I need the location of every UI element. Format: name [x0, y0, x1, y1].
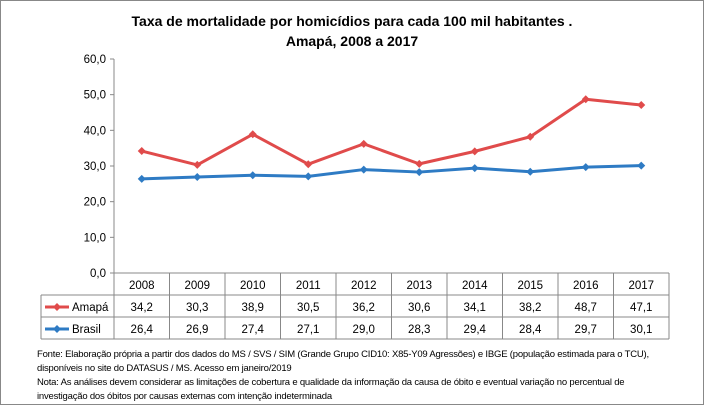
- data-label: 34,1: [464, 302, 486, 314]
- data-label: 36,2: [353, 302, 375, 314]
- data-label: 30,3: [186, 302, 208, 314]
- x-tick-label: 2014: [462, 280, 488, 292]
- x-tick-label: 2009: [184, 280, 210, 292]
- data-point: [526, 167, 535, 176]
- data-point: [304, 160, 313, 169]
- data-label: 38,9: [242, 302, 264, 314]
- data-point: [137, 174, 146, 183]
- data-point: [415, 159, 424, 168]
- y-tick-label: 10,0: [84, 232, 106, 244]
- data-label: 30,5: [297, 302, 319, 314]
- data-point: [526, 132, 535, 141]
- y-tick-label: 60,0: [84, 54, 106, 66]
- data-point: [193, 173, 202, 182]
- data-point: [470, 164, 479, 173]
- data-point: [581, 95, 590, 104]
- data-point: [359, 165, 368, 174]
- data-label: 27,4: [242, 324, 265, 336]
- legend-marker: [53, 325, 61, 333]
- data-label: 29,4: [464, 324, 487, 336]
- legend-marker: [53, 303, 61, 311]
- y-tick-label: 20,0: [84, 197, 106, 209]
- data-point: [637, 161, 646, 170]
- data-label: 26,4: [131, 324, 154, 336]
- data-point: [637, 101, 646, 110]
- data-label: 28,3: [408, 324, 430, 336]
- x-tick-label: 2015: [517, 280, 543, 292]
- data-label: 47,1: [630, 302, 652, 314]
- data-label: 34,2: [131, 302, 153, 314]
- x-tick-label: 2011: [296, 280, 321, 292]
- data-label: 30,1: [630, 324, 652, 336]
- source-note-2: disponíveis no site do DATASUS / MS. Ace…: [37, 363, 292, 374]
- source-note-1: Fonte: Elaboração própria a partir dos d…: [37, 349, 649, 360]
- x-tick-label: 2017: [628, 280, 654, 292]
- x-tick-label: 2013: [406, 280, 432, 292]
- data-point: [359, 139, 368, 148]
- data-point: [415, 168, 424, 177]
- data-point: [248, 171, 257, 180]
- x-tick-label: 2016: [573, 280, 599, 292]
- data-label: 29,0: [353, 324, 375, 336]
- series-line-brasil: [141, 164, 642, 181]
- data-label: 29,7: [575, 324, 597, 336]
- data-label: 30,6: [408, 302, 430, 314]
- data-point: [470, 147, 479, 156]
- data-point: [304, 172, 313, 181]
- x-tick-label: 2010: [240, 280, 266, 292]
- y-tick-label: 0,0: [90, 268, 106, 280]
- legend-label-amapá: Amapá: [72, 302, 109, 314]
- data-point: [193, 160, 202, 169]
- footnote-1: Nota: As análises devem considerar as li…: [37, 377, 625, 388]
- x-tick-label: 2012: [351, 280, 377, 292]
- footnote-2: investigação dos óbitos por causas exter…: [37, 391, 332, 402]
- series-line-amapá: [141, 97, 642, 167]
- data-label: 28,4: [519, 324, 542, 336]
- data-label: 26,9: [186, 324, 208, 336]
- y-tick-label: 50,0: [84, 90, 106, 102]
- legend-label-brasil: Brasil: [72, 324, 101, 336]
- data-point: [248, 130, 257, 139]
- chart-title-line1: Taxa de mortalidade por homicídios para …: [131, 13, 573, 29]
- chart-title-line2: Amapá, 2008 a 2017: [285, 33, 419, 49]
- y-tick-label: 30,0: [84, 161, 106, 173]
- data-point: [137, 147, 146, 156]
- data-point: [581, 163, 590, 172]
- data-label: 38,2: [519, 302, 541, 314]
- y-tick-label: 40,0: [84, 125, 106, 137]
- data-label: 27,1: [297, 324, 319, 336]
- x-tick-label: 2008: [129, 280, 155, 292]
- data-label: 48,7: [575, 302, 597, 314]
